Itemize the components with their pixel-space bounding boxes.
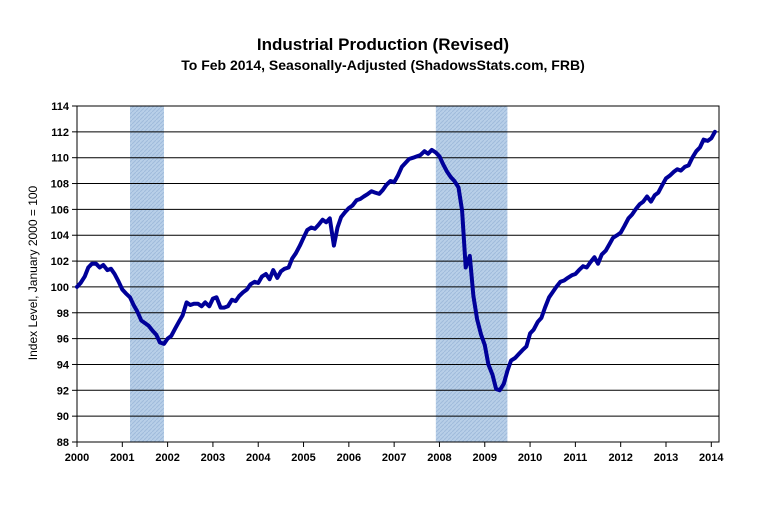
y-tick-label: 100 xyxy=(51,282,69,294)
recession-shading-group xyxy=(130,106,508,442)
x-tick-label: 2002 xyxy=(155,452,179,464)
y-axis-label: Index Level, January 2000 = 100 xyxy=(26,185,40,360)
x-tick-label: 2003 xyxy=(201,452,225,464)
y-tick-label: 104 xyxy=(51,230,70,242)
x-tick-label: 2014 xyxy=(699,452,724,464)
y-tick-label: 92 xyxy=(57,385,69,397)
plot-area xyxy=(76,105,720,443)
x-tick-label: 2007 xyxy=(382,452,406,464)
y-tick-label: 96 xyxy=(57,334,69,346)
gridlines xyxy=(77,131,719,417)
series-group xyxy=(75,129,717,393)
y-tick-label: 94 xyxy=(57,359,70,371)
y-tick-label: 98 xyxy=(57,308,69,320)
x-tick-label: 2004 xyxy=(246,452,271,464)
recession-band xyxy=(130,106,164,442)
y-tick-label: 90 xyxy=(57,411,69,423)
chart-subtitle: To Feb 2014, Seasonally-Adjusted (Shadow… xyxy=(181,57,585,73)
y-tick-label: 102 xyxy=(51,256,69,268)
y-tick-label: 110 xyxy=(51,153,69,165)
x-axis: 2000 2001 2002 2003 2004 2005 2006 2007 2008 2009… xyxy=(65,442,724,464)
x-tick-label: 2011 xyxy=(563,452,587,464)
y-tick-label: 88 xyxy=(57,437,69,449)
y-tick-label: 112 xyxy=(51,127,69,139)
x-tick-label: 2005 xyxy=(291,452,315,464)
x-tick-label: 2009 xyxy=(473,452,497,464)
series-line xyxy=(75,129,717,393)
x-tick-label: 2000 xyxy=(65,452,89,464)
x-tick-label: 2006 xyxy=(337,452,361,464)
y-axis: 88 90 92 94 96 98 100 102 104 106 108 110 112 114 xyxy=(51,101,77,449)
y-tick-label: 114 xyxy=(51,101,70,113)
x-tick-label: 2008 xyxy=(427,452,451,464)
y-tick-label: 108 xyxy=(51,179,69,191)
x-tick-label: 2001 xyxy=(110,452,134,464)
chart-title: Industrial Production (Revised) xyxy=(257,35,509,54)
x-tick-label: 2010 xyxy=(518,452,542,464)
y-tick-label: 106 xyxy=(51,204,69,216)
x-tick-label: 2012 xyxy=(608,452,632,464)
x-tick-label: 2013 xyxy=(654,452,678,464)
